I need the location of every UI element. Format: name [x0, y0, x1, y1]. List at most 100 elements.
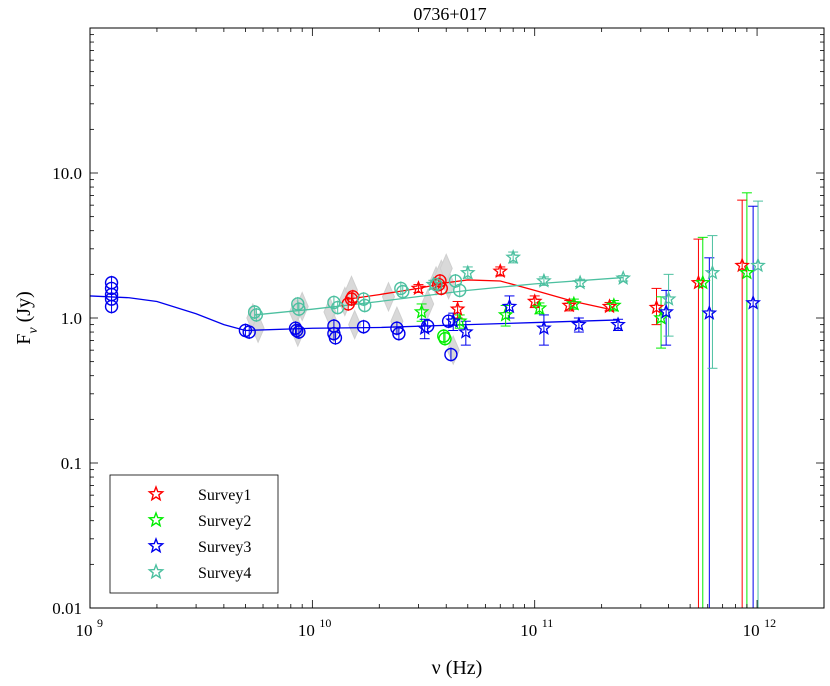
survey4-star-marker	[536, 272, 552, 288]
survey3-star-marker	[701, 304, 718, 320]
survey4-circle-marker	[292, 302, 306, 316]
survey3-star-marker	[570, 316, 587, 332]
grey-background-layer	[246, 253, 460, 366]
grey-background-marker	[251, 312, 265, 344]
legend-label-survey2: Survey2	[198, 513, 251, 530]
survey3-star-marker	[416, 319, 433, 335]
survey4-circle-marker	[453, 283, 467, 298]
y-tick-label: 0.01	[52, 599, 82, 618]
survey4-star-marker	[750, 257, 766, 273]
survey2-star-marker	[653, 309, 669, 325]
survey3-circle-marker	[292, 325, 306, 339]
survey1-star-marker	[449, 300, 466, 316]
legend-label-survey4: Survey4	[198, 565, 251, 582]
y-tick-label: 1.0	[61, 309, 82, 328]
survey1-star-marker	[648, 299, 665, 315]
survey3-circle-marker	[392, 326, 406, 341]
y-axis-title: Fν (Jy)	[13, 291, 41, 344]
legend-marker-survey4	[147, 563, 165, 580]
axis-ticks	[89, 28, 825, 609]
survey4-star-marker	[505, 249, 522, 265]
grey-background-marker	[381, 281, 396, 313]
survey3-star-marker	[658, 303, 675, 319]
y-axis-title-main: F	[13, 334, 35, 345]
x-tick-label: 10	[298, 621, 315, 640]
survey4-circle-marker	[247, 305, 262, 319]
legend-marker-survey1	[147, 485, 165, 502]
survey2-circle-marker	[438, 331, 452, 346]
survey2-star-marker	[605, 297, 622, 313]
survey3-star-marker	[501, 298, 518, 314]
x-tick-label-exponent: 9	[97, 616, 103, 630]
survey2-star-marker	[497, 306, 514, 322]
survey4-star-marker	[572, 274, 588, 290]
markers-layer	[104, 249, 766, 362]
survey3-star-marker	[745, 294, 762, 310]
survey3-star-marker	[536, 319, 552, 335]
survey2-star-marker	[739, 264, 755, 280]
legend-label-survey3: Survey3	[198, 539, 251, 556]
x-tick-label: 10	[743, 621, 760, 640]
survey3-circle-marker	[328, 331, 343, 345]
survey1-star-marker	[734, 257, 751, 273]
y-tick-label: 0.1	[61, 454, 82, 473]
survey2-star-marker	[531, 299, 548, 315]
survey4-circle-marker	[330, 300, 345, 315]
legend: Survey1 Survey2 Survey3 Survey4	[109, 474, 279, 594]
survey3-circle-marker	[444, 347, 458, 362]
survey2-star-marker	[694, 274, 711, 290]
legend-box	[109, 474, 279, 594]
chart-title: 0736+017	[413, 4, 486, 24]
survey3-circle-marker	[104, 292, 119, 306]
grey-background-marker	[348, 309, 362, 340]
legend-label-survey1: Survey1	[198, 487, 251, 504]
x-tick-label: 10	[520, 621, 537, 640]
survey3-circle-marker	[104, 299, 119, 314]
survey4-circle-marker	[291, 297, 305, 311]
axis-tick-labels: 10 9 10 10 10 11 10 12 0.01 0.1 1.0 10.0	[52, 164, 776, 640]
survey3-circle-marker	[390, 321, 404, 335]
survey1-star-marker	[492, 262, 509, 278]
survey1-star-marker	[561, 297, 578, 313]
survey3-circle-marker	[289, 323, 304, 338]
survey1-star-marker	[410, 280, 427, 296]
survey3-circle-marker	[104, 281, 119, 296]
survey4-circle-marker	[356, 292, 371, 306]
grey-background-marker	[446, 334, 460, 366]
survey4-circle-marker	[394, 281, 408, 296]
survey4-star-marker	[425, 276, 442, 292]
x-axis-title: ν (Hz)	[432, 657, 483, 679]
survey4-fit-line	[254, 276, 624, 316]
legend-marker-survey3	[147, 537, 165, 554]
y-axis-title-sub: ν	[26, 327, 41, 334]
survey3-circle-marker	[242, 325, 256, 339]
survey1-star-marker	[601, 298, 618, 314]
survey3-star-marker	[457, 323, 474, 339]
x-tick-label-exponent: 10	[319, 616, 331, 630]
survey3-star-marker	[445, 312, 462, 328]
survey1-star-marker	[526, 293, 543, 309]
x-tick-label-exponent: 11	[542, 616, 554, 630]
svg-text:Fν(Jy): Fν (Jy)	[13, 291, 41, 344]
survey4-star-marker	[615, 269, 632, 285]
survey4-star-marker	[704, 264, 721, 280]
x-tick-label: 10	[76, 621, 93, 640]
survey4-star-marker	[660, 290, 677, 306]
survey2-star-marker	[565, 295, 582, 311]
legend-marker-survey2	[147, 511, 165, 528]
survey4-circle-marker	[358, 298, 372, 313]
grey-background-marker	[442, 269, 456, 300]
survey1-fit-line	[348, 279, 610, 310]
survey3-circle-marker	[356, 320, 371, 334]
survey3-star-marker	[610, 316, 626, 332]
survey4-circle-marker	[249, 308, 264, 322]
grey-background-marker	[421, 288, 435, 320]
survey4-circle-marker	[396, 284, 410, 299]
y-axis-title-unit: (Jy)	[13, 291, 35, 322]
y-tick-label: 10.0	[52, 164, 82, 183]
survey2-star-marker	[413, 303, 430, 319]
survey1-star-marker	[690, 274, 707, 290]
x-tick-label-exponent: 12	[764, 616, 776, 630]
survey4-star-marker	[459, 264, 476, 280]
